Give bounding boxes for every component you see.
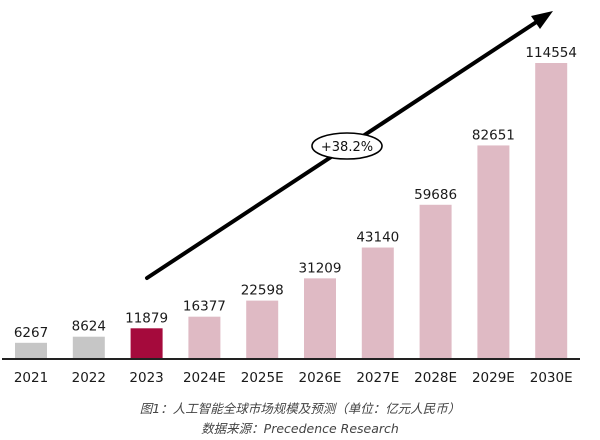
cagr-annotation-text: +38.2%	[321, 140, 373, 155]
bar-2021	[15, 342, 47, 359]
bar-2024E	[188, 316, 221, 359]
value-label-2024E: 16377	[183, 299, 226, 315]
x-tick-2028E: 2028E	[414, 370, 457, 386]
value-label-2027E: 43140	[356, 230, 399, 246]
bars-group	[15, 63, 568, 359]
bar-2022	[72, 336, 105, 359]
bar-2025E	[246, 300, 279, 359]
cagr-annotation: +38.2%	[311, 132, 383, 160]
x-axis-labels: 2021 2022 2023 2024E 2025E 2026E 2027E 2028E 202…	[14, 370, 573, 386]
bar-2026E	[304, 278, 336, 359]
value-label-2026E: 31209	[299, 260, 342, 276]
value-label-2029E: 82651	[472, 127, 515, 143]
value-label-2021: 6267	[14, 325, 48, 341]
bar-2027E	[361, 247, 394, 359]
value-label-2023: 11879	[125, 310, 168, 326]
bar-2028E	[419, 204, 452, 359]
x-tick-2025E: 2025E	[241, 370, 284, 386]
x-tick-2022: 2022	[72, 370, 106, 386]
bar-2029E	[477, 145, 510, 359]
value-label-2030E: 114554	[525, 45, 577, 61]
x-tick-2024E: 2024E	[183, 370, 226, 386]
x-tick-2026E: 2026E	[299, 370, 342, 386]
x-tick-2023: 2023	[129, 370, 163, 386]
value-label-2022: 8624	[72, 319, 106, 335]
figure-caption-title: 图1：人工智能全球市场规模及预测（单位：亿元人民币）	[139, 401, 461, 416]
value-label-2025E: 22598	[241, 283, 284, 299]
x-tick-2029E: 2029E	[472, 370, 515, 386]
x-tick-2027E: 2027E	[356, 370, 399, 386]
x-tick-2021: 2021	[14, 370, 48, 386]
bar-2023	[130, 328, 163, 359]
bar-2030E	[535, 63, 568, 359]
x-tick-2030E: 2030E	[530, 370, 573, 386]
figure-caption-source: 数据来源：Precedence Research	[201, 421, 399, 436]
value-label-2028E: 59686	[414, 187, 457, 203]
value-labels-group: 6267 8624 11879 16377 22598 31209 43140 59686 82…	[14, 45, 577, 341]
